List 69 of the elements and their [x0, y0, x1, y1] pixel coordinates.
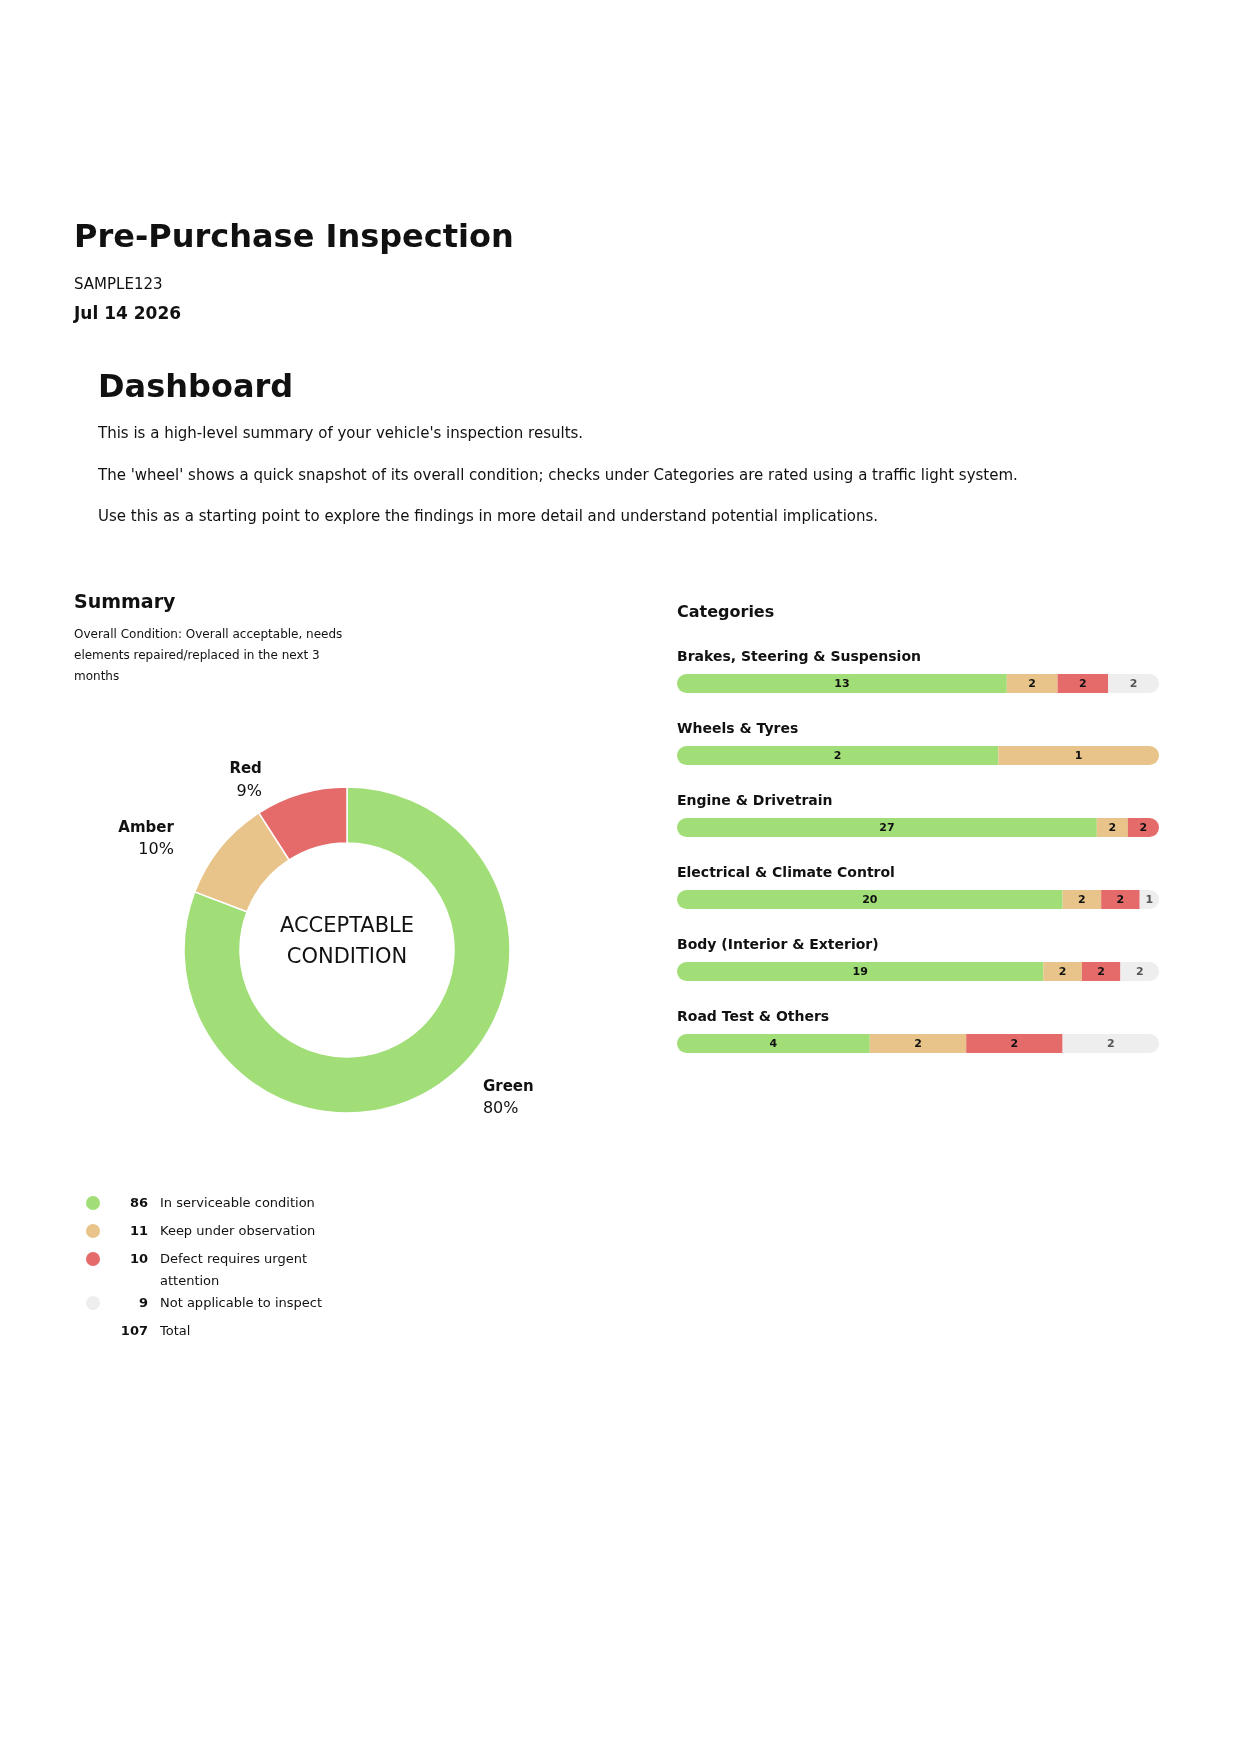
data-label: 2 — [1108, 821, 1117, 834]
bar — [677, 890, 1063, 909]
bar — [1062, 1034, 1159, 1053]
data-label: 2 — [1028, 677, 1036, 690]
text: The 'wheel' shows a quick snapshot of its overall condition; checks under Categories are rated using a traffic light system. — [98, 466, 1018, 484]
chart-title: Brakes, Steering & Suspension — [677, 648, 921, 664]
chart-title: Body (Interior & Exterior) — [677, 936, 879, 952]
data-label: 9% — [236, 780, 262, 800]
data-label: 2 — [1135, 965, 1144, 978]
bar — [1081, 962, 1121, 981]
text: 9 — [138, 1295, 148, 1310]
data-label: 2 — [1129, 677, 1138, 690]
chart-title: Electrical & Climate Control — [677, 864, 895, 880]
slice-label: Amber — [118, 817, 175, 836]
slice-label: Red — [229, 759, 262, 778]
text: 10 — [129, 1251, 148, 1266]
bar — [1057, 674, 1109, 693]
data-label: 4 — [769, 1037, 778, 1050]
text: SAMPLE123 — [74, 275, 163, 293]
text: ACCEPTABLE CONDITION — [278, 912, 416, 970]
text: 107 — [119, 1322, 148, 1340]
data-label: 20 — [862, 893, 878, 906]
bar — [1043, 962, 1082, 981]
data-label: 2 — [914, 1037, 922, 1050]
data-label: 2 — [1058, 965, 1067, 978]
slice-label: Green — [482, 1076, 534, 1095]
data-label: 27 — [879, 821, 895, 834]
data-label: 13 — [834, 677, 850, 690]
chart-title: Engine & Drivetrain — [677, 792, 833, 808]
bar — [966, 1034, 1063, 1053]
data-label: 2 — [1078, 893, 1086, 906]
chart-title: Summary — [74, 590, 176, 612]
text: 86 — [129, 1195, 148, 1210]
data-label: 10% — [138, 839, 174, 859]
bar — [677, 674, 1007, 693]
text: Categories — [677, 602, 775, 621]
data-label: 1 — [1074, 749, 1083, 762]
data-label: 2 — [1106, 1037, 1115, 1050]
chart-title: Road Test & Others — [677, 1008, 830, 1024]
bar — [1120, 962, 1159, 981]
chart-title: Wheels & Tyres — [677, 720, 799, 736]
category-label: In serviceable condition — [160, 1194, 316, 1212]
text: This is a high-level summary of your vehicle's inspection results. — [98, 424, 584, 442]
data-label: 2 — [1116, 893, 1125, 906]
data-label: 19 — [852, 965, 868, 978]
data-label: 2 — [1097, 965, 1105, 978]
chart-subtitle: Overall Condition: Overall acceptable, needs elements repaired/replaced in the next 3 months — [74, 626, 344, 685]
bar — [1108, 674, 1159, 693]
bar — [1062, 890, 1102, 909]
data-label: 2 — [1139, 821, 1148, 834]
category-label: Keep under observation — [160, 1222, 317, 1240]
text: Jul 14 2026 — [74, 303, 182, 323]
bar — [869, 1034, 967, 1053]
data-label: 1 — [1145, 893, 1154, 906]
bar — [677, 962, 1044, 981]
data-label: 2 — [833, 749, 842, 762]
bar — [1101, 890, 1140, 909]
category-label: Not applicable to inspect — [160, 1294, 323, 1312]
text: Total — [160, 1322, 192, 1340]
text: Use this as a starting point to explore the findings in more detail and understand potential implications. — [98, 507, 879, 525]
text: Pre-Purchase Inspection — [74, 217, 514, 255]
category-label: Defect requires urgent attention — [160, 1250, 309, 1290]
bar — [677, 1034, 870, 1053]
bar — [1006, 674, 1058, 693]
data-label: 80% — [482, 1098, 519, 1118]
text: 11 — [129, 1223, 148, 1238]
data-label: 2 — [1010, 1037, 1019, 1050]
data-label: 2 — [1079, 677, 1087, 690]
text: Dashboard — [98, 367, 294, 405]
